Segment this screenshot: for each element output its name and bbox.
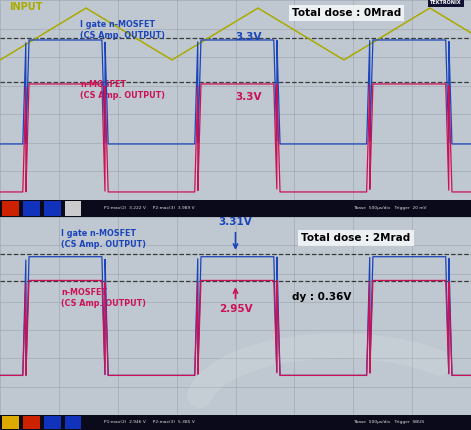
Text: 3.31V: 3.31V bbox=[219, 217, 252, 248]
Text: P1:max(2)  2.946 V     P2:max(3)  5.385 V: P1:max(2) 2.946 V P2:max(3) 5.385 V bbox=[104, 420, 195, 424]
Bar bbox=[2, 201, 19, 216]
Text: INPUT: INPUT bbox=[9, 2, 43, 12]
Text: I gate n-MOSFET
(CS Amp. OUTPUT): I gate n-MOSFET (CS Amp. OUTPUT) bbox=[61, 229, 146, 249]
Bar bbox=[65, 201, 81, 216]
Text: Total dose : 2Mrad: Total dose : 2Mrad bbox=[301, 233, 411, 243]
Text: Total dose : 0Mrad: Total dose : 0Mrad bbox=[292, 8, 401, 18]
Text: Tbase  500μs/div   Trigger  SBUS: Tbase 500μs/div Trigger SBUS bbox=[353, 420, 424, 424]
Text: dy : 0.36V: dy : 0.36V bbox=[292, 292, 351, 302]
Bar bbox=[44, 416, 61, 429]
Text: I gate n-MOSFET
(CS Amp. OUTPUT): I gate n-MOSFET (CS Amp. OUTPUT) bbox=[80, 20, 165, 40]
Bar bbox=[2, 416, 19, 429]
Text: 3.3V: 3.3V bbox=[236, 92, 262, 102]
Text: 2.95V: 2.95V bbox=[219, 289, 252, 314]
Text: P1:max(2)  3.222 V     P2:max(3)  3.989 V: P1:max(2) 3.222 V P2:max(3) 3.989 V bbox=[104, 206, 194, 210]
Bar bbox=[23, 201, 40, 216]
Bar bbox=[44, 201, 61, 216]
Text: Tbase  500μs/div   Trigger  20 mV: Tbase 500μs/div Trigger 20 mV bbox=[353, 206, 427, 210]
Text: TEKTRONIX: TEKTRONIX bbox=[430, 0, 462, 5]
Text: 3.3V: 3.3V bbox=[236, 32, 262, 42]
Text: n-MOSFET
(CS Amp. OUTPUT): n-MOSFET (CS Amp. OUTPUT) bbox=[61, 289, 146, 308]
Bar bbox=[23, 416, 40, 429]
Bar bbox=[65, 416, 81, 429]
Text: n-MOSFET
(CS Amp. OUTPUT): n-MOSFET (CS Amp. OUTPUT) bbox=[80, 80, 165, 100]
